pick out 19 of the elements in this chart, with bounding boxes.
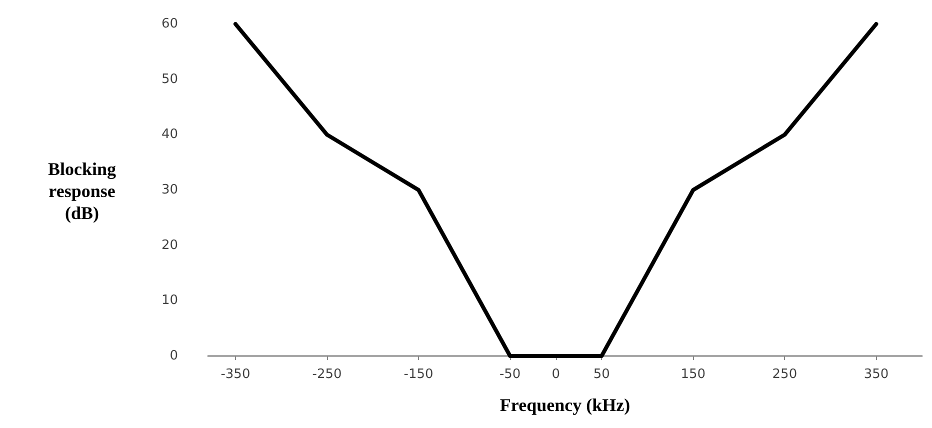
x-axis-title: Frequency (kHz) bbox=[500, 395, 630, 415]
x-tick-label: 0 bbox=[552, 367, 560, 382]
line-series bbox=[233, 22, 878, 358]
x-tick-label: 350 bbox=[864, 367, 889, 382]
y-tick-label: 30 bbox=[161, 182, 178, 198]
y-tick-label: 20 bbox=[161, 238, 178, 253]
x-tick-label: 150 bbox=[680, 367, 706, 382]
y-tick-label: 40 bbox=[161, 127, 178, 142]
x-tick-label: 250 bbox=[772, 367, 798, 382]
y-tick-label: 60 bbox=[161, 16, 178, 32]
y-tick-label: 0 bbox=[170, 348, 178, 364]
x-tick-label: 50 bbox=[593, 367, 610, 382]
x-tick-label: -250 bbox=[312, 367, 342, 382]
y-tick-label: 10 bbox=[161, 293, 178, 308]
x-tick-label: -50 bbox=[499, 367, 521, 382]
x-tick-label: -350 bbox=[220, 367, 250, 382]
x-tick-label: -150 bbox=[404, 367, 434, 382]
y-axis-title: Blocking response (dB) bbox=[48, 159, 116, 223]
y-tick-label: 50 bbox=[161, 72, 178, 87]
